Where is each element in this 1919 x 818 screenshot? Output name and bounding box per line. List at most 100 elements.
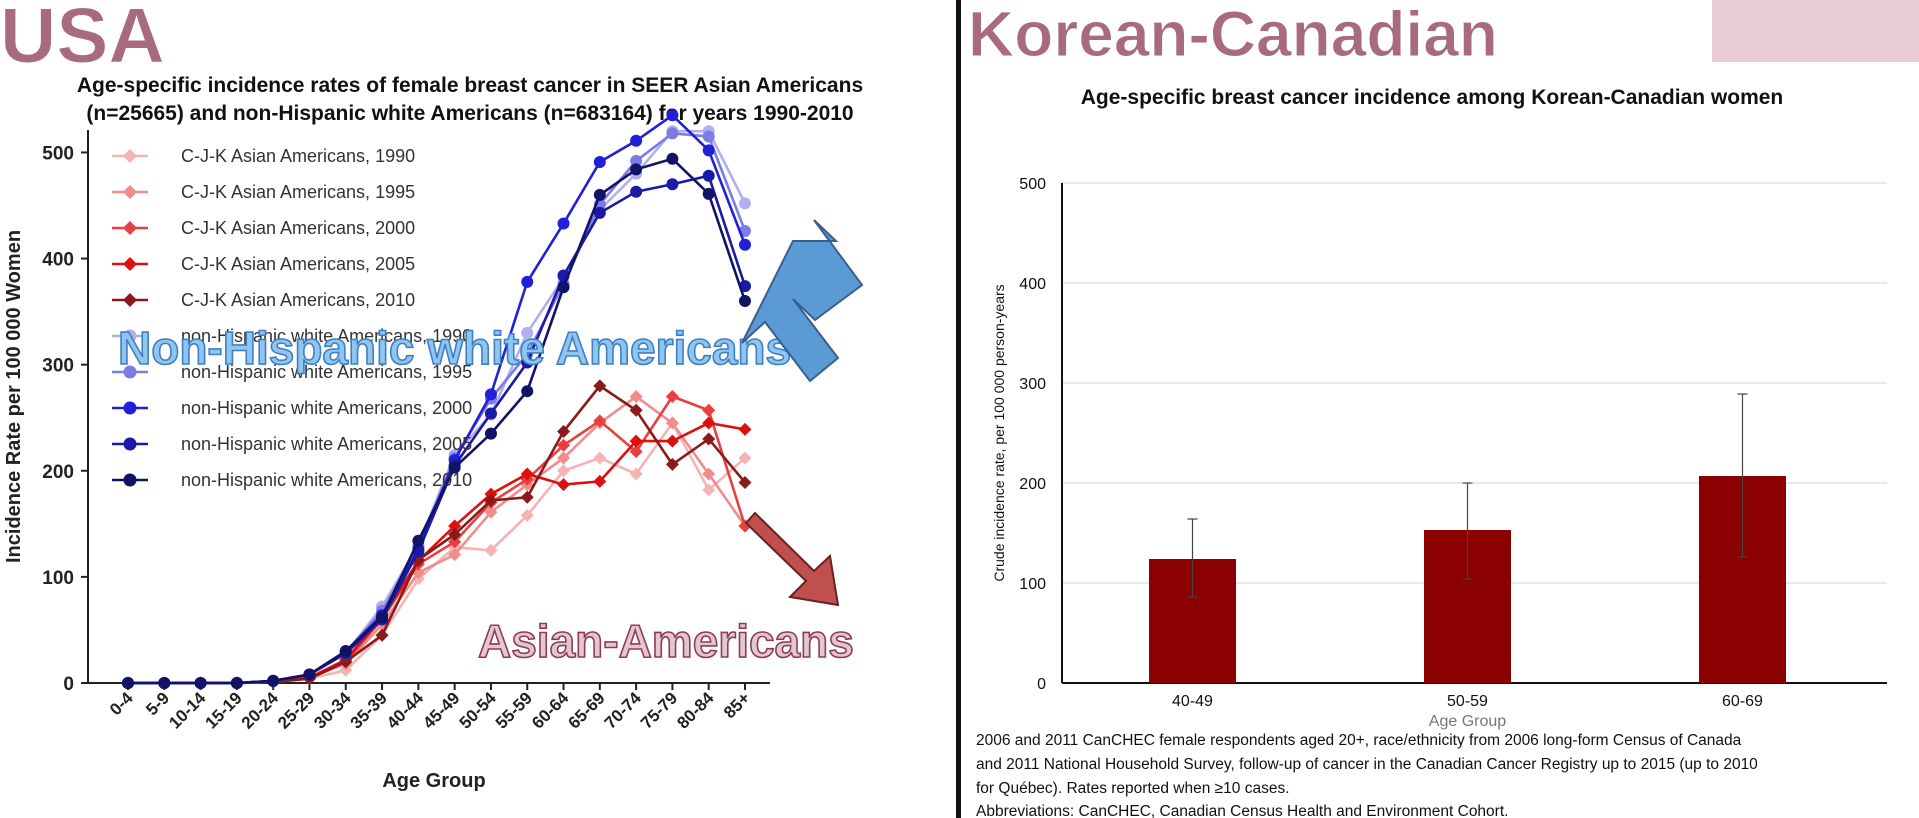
usa-x-tick-label: 30-34 [310, 688, 355, 733]
usa-x-tick-label: 55-59 [492, 688, 536, 732]
footnote-line-1: 2006 and 2011 CanCHEC female respondents… [976, 732, 1742, 749]
usa-data-point-circle [739, 238, 751, 251]
usa-data-point-diamond [448, 535, 462, 549]
white-americans-arrow-icon [741, 219, 864, 383]
usa-data-point-diamond [629, 390, 643, 403]
usa-legend-label: non-Hispanic white Americans, 2010 [181, 470, 472, 490]
usa-data-point-circle [666, 127, 679, 140]
usa-data-point-diamond [557, 425, 571, 439]
usa-data-point-diamond [448, 548, 462, 562]
usa-y-tick-label: 500 [42, 143, 74, 164]
usa-x-tick-label: 50-54 [456, 688, 501, 733]
usa-data-point-circle [303, 668, 316, 681]
asian-americans-overlay-label: Asian-Americans [478, 615, 854, 667]
usa-y-tick-label: 200 [42, 462, 74, 483]
usa-data-point-diamond [448, 527, 462, 541]
usa-data-point-diamond [629, 403, 643, 417]
usa-legend-swatch-marker [123, 473, 137, 487]
usa-data-point-circle [666, 109, 679, 122]
usa-legend-label: C-J-K Asian Americans, 1995 [181, 182, 415, 202]
usa-data-point-circle [630, 134, 643, 147]
korean-canadian-chart-panel: Korean-Canadian Age-specific breast canc… [968, 0, 1887, 818]
usa-data-point-diamond [665, 390, 679, 403]
usa-data-point-circle [521, 356, 534, 369]
usa-data-point-diamond [702, 432, 716, 446]
panel-divider [956, 0, 961, 818]
usa-data-point-circle [702, 144, 715, 157]
usa-data-point-circle [739, 197, 751, 210]
usa-chart-title-line2: (n=25665) and non-Hispanic white America… [86, 102, 853, 125]
usa-series-line [128, 157, 747, 685]
usa-legend-label: C-J-K Asian Americans, 2005 [181, 254, 415, 274]
usa-x-tick-label: 60-64 [528, 688, 573, 733]
usa-x-tick-label: 85+ [720, 688, 754, 722]
usa-data-point-diamond [665, 434, 679, 448]
usa-legend-swatch-marker [123, 185, 137, 199]
usa-data-point-circle [593, 206, 606, 219]
usa-data-point-circle [702, 169, 715, 182]
usa-data-point-circle [521, 385, 534, 398]
usa-chart-panel: USA Age-specific incidence rates of fema… [0, 0, 864, 792]
usa-legend-swatch-marker [123, 257, 137, 271]
usa-x-tick-label: 65-69 [564, 688, 608, 732]
usa-data-point-circle [557, 281, 570, 294]
usa-data-point-circle [521, 326, 534, 339]
usa-legend-swatch-marker [123, 437, 137, 451]
kc-y-tick-label: 100 [1019, 576, 1046, 593]
usa-series-line [128, 174, 747, 685]
usa-legend-label: C-J-K Asian Americans, 1990 [181, 146, 415, 166]
usa-data-point-diamond [593, 451, 607, 465]
usa-legend-swatch-marker [123, 401, 137, 415]
usa-data-point-circle [666, 152, 679, 165]
usa-x-tick-label: 45-49 [419, 688, 463, 732]
usa-data-point-diamond [702, 416, 716, 430]
usa-data-point-diamond [557, 438, 571, 452]
usa-data-point-diamond [629, 467, 643, 481]
usa-data-point-circle [122, 677, 134, 689]
usa-data-point-diamond [520, 508, 534, 522]
usa-data-point-diamond [665, 457, 679, 471]
usa-legend-swatch-marker [123, 149, 137, 163]
usa-data-point-circle [593, 155, 606, 168]
usa-legend-swatch-marker [123, 365, 137, 379]
usa-data-point-diamond [593, 474, 607, 488]
usa-x-tick-label: 75-79 [637, 688, 681, 732]
usa-y-axis-label: Incidence Rate per 100 000 Women [3, 230, 25, 563]
usa-data-point-circle [412, 534, 425, 547]
usa-x-tick-label: 80-84 [673, 688, 718, 733]
usa-data-point-diamond [738, 451, 752, 465]
usa-data-point-diamond [484, 505, 498, 519]
usa-data-point-diamond [665, 416, 679, 430]
kc-y-tick-label: 300 [1019, 376, 1046, 393]
kc-x-tick-label: 40-49 [1172, 693, 1213, 710]
usa-data-point-circle [593, 188, 606, 201]
footnote-line-3: for Québec). Rates reported when ≥10 cas… [976, 780, 1290, 797]
usa-data-point-circle [484, 388, 497, 401]
usa-x-tick-label: 0-4 [106, 688, 137, 719]
usa-data-point-circle [484, 427, 497, 440]
usa-data-point-diamond [702, 467, 716, 481]
usa-legend-swatch-marker [123, 329, 137, 343]
usa-data-point-diamond [593, 379, 607, 393]
usa-data-point-diamond [484, 493, 498, 507]
usa-data-point-circle [630, 154, 643, 167]
usa-data-point-diamond [448, 519, 462, 533]
kc-y-tick-label: 500 [1019, 176, 1046, 193]
kc-y-tick-label: 200 [1019, 476, 1046, 493]
usa-heading: USA [0, 0, 165, 79]
usa-legend-label: non-Hispanic white Americans, 2005 [181, 434, 472, 454]
usa-data-point-diamond [702, 483, 716, 497]
usa-data-point-circle [448, 461, 461, 474]
korean-canadian-heading: Korean-Canadian [968, 0, 1498, 70]
usa-data-point-diamond [557, 451, 571, 465]
usa-data-point-diamond [557, 464, 571, 478]
usa-x-tick-label: 25-29 [274, 688, 318, 732]
kc-y-axis-label: Crude incidence rate, per 100 000 person… [991, 284, 1007, 581]
usa-data-point-circle [484, 407, 497, 420]
usa-data-point-diamond [520, 467, 534, 481]
usa-data-point-diamond [520, 490, 534, 504]
usa-data-point-diamond [557, 478, 571, 492]
usa-y-tick-label: 400 [42, 250, 74, 271]
korean-canadian-chart-title: Age-specific breast cancer incidence amo… [1081, 86, 1784, 109]
